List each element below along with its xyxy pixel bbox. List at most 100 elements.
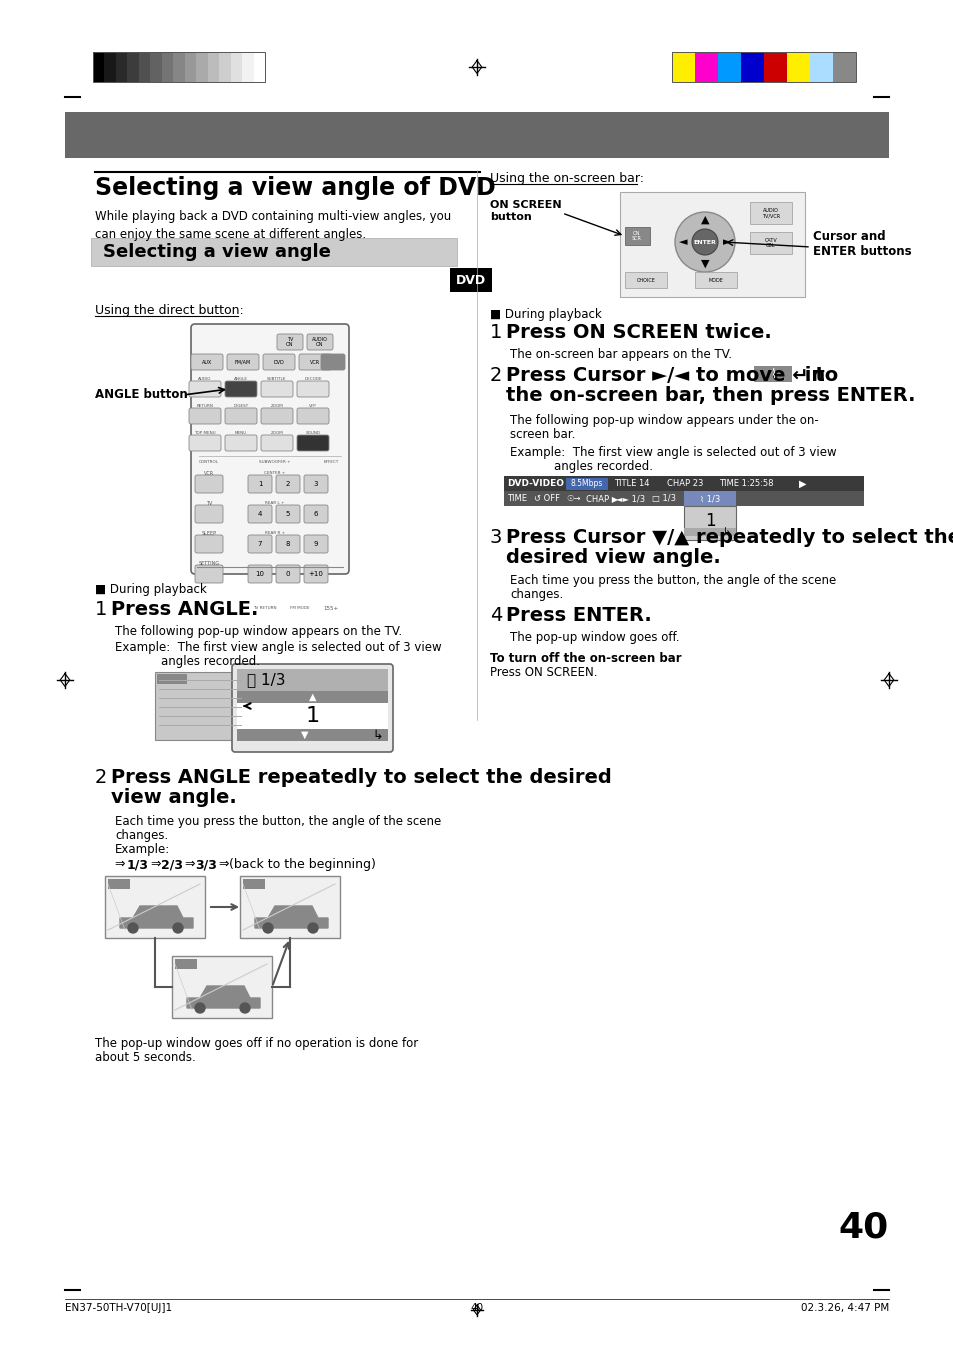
FancyBboxPatch shape [276,334,303,350]
FancyBboxPatch shape [261,408,293,425]
Text: AUX: AUX [202,360,212,365]
Text: CATV
CBL: CATV CBL [763,238,777,249]
Bar [753,366,791,383]
Text: ■ During playback: ■ During playback [490,308,601,320]
Circle shape [194,1003,205,1013]
Text: ON
SCR: ON SCR [632,231,641,242]
Bar [832,51,856,82]
Circle shape [172,923,183,933]
Text: While playing back a DVD containing multi-view angles, you
can enjoy the same sc: While playing back a DVD containing mult… [95,210,451,241]
Text: 9: 9 [314,541,318,548]
Text: 8.5Mbps: 8.5Mbps [570,479,602,488]
FancyBboxPatch shape [275,565,299,583]
Text: ▲: ▲ [700,215,708,224]
Text: DVD-VIDEO: DVD-VIDEO [506,479,563,488]
Text: Press ENTER.: Press ENTER. [505,606,651,625]
Polygon shape [120,906,193,927]
Bar [139,51,151,82]
Text: RETURN: RETURN [196,404,213,408]
Text: 4: 4 [490,606,502,625]
FancyBboxPatch shape [227,354,258,370]
FancyBboxPatch shape [194,565,223,583]
FancyBboxPatch shape [194,535,223,553]
Bar [162,51,173,82]
Text: AUDIO: AUDIO [198,377,212,381]
Text: Selecting a view angle of DVD: Selecting a view angle of DVD [95,176,496,200]
Polygon shape [187,986,260,1009]
Bar [619,192,804,297]
Text: (back to the beginning): (back to the beginning) [229,859,375,871]
Bar [565,477,607,489]
Text: 🎥 1/3: 🎥 1/3 [247,672,285,688]
Bar [105,876,205,938]
Text: 1: 1 [305,706,319,726]
Text: REAR R +: REAR R + [265,531,285,535]
FancyBboxPatch shape [296,381,329,397]
Bar [236,729,388,741]
Text: SUBWOOFER +: SUBWOOFER + [259,460,291,464]
Text: 7: 7 [257,541,262,548]
FancyBboxPatch shape [194,475,223,493]
Text: TV: TV [206,502,212,506]
Text: +10: +10 [308,571,323,577]
FancyBboxPatch shape [298,354,331,370]
Bar [91,238,456,266]
Text: AUDIO
TV/VCR: AUDIO TV/VCR [761,208,780,219]
Text: Press ON SCREEN.: Press ON SCREEN. [490,667,597,679]
FancyBboxPatch shape [248,565,272,583]
Text: DECODE: DECODE [304,377,321,381]
Bar [240,876,339,938]
FancyBboxPatch shape [263,354,294,370]
Text: about 5 seconds.: about 5 seconds. [95,1051,195,1064]
Bar [683,491,735,506]
Text: SETTING: SETTING [198,561,219,566]
Text: 2: 2 [286,481,290,487]
Text: ◄► 1/3: ◄► 1/3 [616,493,644,503]
FancyBboxPatch shape [261,381,293,397]
Text: EFFECT: EFFECT [323,460,338,464]
Bar [671,51,855,82]
Bar [236,669,388,691]
Text: Example:: Example: [115,844,170,856]
Text: ▶: ▶ [799,479,805,488]
Circle shape [308,923,317,933]
Bar [740,51,763,82]
Text: ►: ► [722,237,731,247]
FancyBboxPatch shape [275,506,299,523]
Circle shape [263,923,273,933]
Text: VFP: VFP [309,404,316,408]
Text: MODE: MODE [708,277,722,283]
Text: in: in [797,366,824,385]
Text: ANGLE button: ANGLE button [95,388,188,402]
Text: The on-screen bar appears on the TV.: The on-screen bar appears on the TV. [510,347,731,361]
Text: AUDIO
ON: AUDIO ON [312,337,328,347]
Bar [196,51,208,82]
Text: TOP MENU: TOP MENU [194,431,215,435]
Bar [695,272,737,288]
FancyBboxPatch shape [275,535,299,553]
FancyBboxPatch shape [248,475,272,493]
Polygon shape [254,906,328,927]
Text: The pop-up window goes off.: The pop-up window goes off. [510,631,679,644]
Text: TV RETURN: TV RETURN [253,606,276,610]
FancyBboxPatch shape [189,435,221,452]
Text: 6: 6 [314,511,318,516]
Circle shape [691,228,718,256]
Text: 1: 1 [95,600,108,619]
Bar [763,51,786,82]
Text: view angle.: view angle. [111,788,236,807]
Text: 40: 40 [470,1303,483,1313]
Bar [242,51,253,82]
FancyBboxPatch shape [320,354,345,370]
Text: 1/3: 1/3 [127,859,149,871]
Text: Example:  The first view angle is selected out of 3 view: Example: The first view angle is selecte… [510,446,836,458]
Text: Using the on-screen bar:: Using the on-screen bar: [490,172,643,185]
Text: DIGEST: DIGEST [233,404,249,408]
Bar [683,506,735,539]
Bar [624,272,666,288]
Text: Cursor and
ENTER buttons: Cursor and ENTER buttons [812,230,911,258]
Text: angles recorded.: angles recorded. [554,460,652,473]
Text: changes.: changes. [115,829,168,842]
Text: screen bar.: screen bar. [510,429,575,441]
FancyBboxPatch shape [189,381,221,397]
